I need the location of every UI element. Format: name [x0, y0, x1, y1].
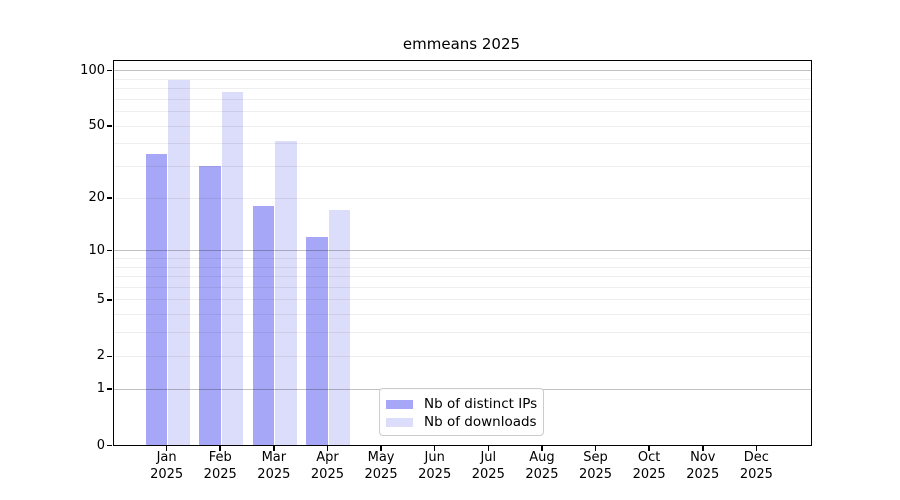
y-tick-label: 50 — [88, 118, 105, 134]
y-tick — [107, 355, 112, 357]
legend-swatch-distinct-ips — [386, 399, 413, 409]
gridline-minor — [114, 197, 811, 199]
bar-downloads — [221, 92, 244, 445]
x-tick-label: Aug 2025 — [525, 450, 559, 482]
y-tick-label: 0 — [96, 437, 105, 453]
gridline-minor — [114, 143, 811, 145]
gridline-minor — [114, 88, 811, 90]
gridline-minor — [114, 257, 811, 259]
gridline-minor — [114, 125, 811, 127]
bar-distinct-ips — [145, 153, 168, 445]
gridline-minor — [114, 266, 811, 268]
y-tick — [107, 125, 112, 127]
x-tick-label: Jul 2025 — [471, 450, 505, 482]
x-tick — [273, 445, 275, 451]
gridline-minor — [114, 111, 811, 113]
x-tick — [541, 445, 543, 451]
gridline-minor — [114, 299, 811, 301]
x-tick-label: May 2025 — [364, 450, 398, 482]
y-tick — [107, 299, 112, 301]
gridline-minor — [114, 286, 811, 288]
legend-swatch-downloads — [386, 417, 413, 427]
y-tick-label: 100 — [80, 62, 105, 78]
plot-canvas — [114, 61, 811, 445]
x-tick — [702, 445, 704, 451]
x-tick-label: Nov 2025 — [686, 450, 720, 482]
y-tick-label: 10 — [88, 242, 105, 258]
y-tick — [107, 197, 112, 199]
bar-downloads — [168, 79, 190, 445]
y-tick — [107, 69, 112, 72]
bar-distinct-ips — [252, 205, 275, 445]
legend-row-downloads: Nb of downloads — [386, 413, 537, 431]
y-tick-label: 5 — [96, 291, 105, 307]
chart-title: emmeans 2025 — [402, 35, 521, 53]
y-tick-label: 20 — [88, 190, 105, 206]
plot-area — [113, 60, 812, 446]
x-tick-label: Sep 2025 — [578, 450, 613, 482]
legend-label-distinct-ips: Nb of distinct IPs — [424, 396, 538, 412]
legend-row-distinct-ips: Nb of distinct IPs — [386, 395, 538, 413]
x-tick — [594, 445, 597, 451]
y-tick-label: 1 — [96, 381, 105, 397]
bar-distinct-ips — [306, 236, 328, 445]
y-tick — [107, 388, 112, 390]
x-tick — [380, 445, 382, 451]
x-tick — [165, 445, 168, 451]
gridline-minor — [114, 314, 811, 316]
x-tick — [433, 445, 436, 451]
x-tick — [219, 445, 221, 451]
x-tick-label: Jun 2025 — [418, 450, 452, 482]
x-tick-label: Mar 2025 — [257, 450, 291, 482]
gridline-minor — [114, 276, 811, 278]
gridline-minor — [114, 78, 811, 80]
x-tick — [648, 445, 650, 451]
gridline-minor — [114, 166, 811, 168]
y-tick — [107, 249, 112, 252]
x-tick — [487, 445, 490, 451]
gridline-minor — [114, 355, 811, 357]
x-tick-label: Oct 2025 — [632, 450, 666, 482]
legend-label-downloads: Nb of downloads — [424, 414, 537, 430]
x-tick — [755, 445, 758, 451]
gridline-minor — [114, 332, 811, 334]
legend: Nb of distinct IPs Nb of downloads — [379, 388, 544, 436]
x-tick-label: Dec 2025 — [739, 450, 773, 482]
y-tick-label: 2 — [96, 348, 105, 364]
bar-downloads — [328, 210, 351, 445]
x-tick-label: Feb 2025 — [203, 450, 237, 482]
x-tick-label: Apr 2025 — [310, 450, 344, 482]
bar-downloads — [275, 141, 297, 445]
y-tick — [107, 444, 112, 447]
gridline-minor — [114, 98, 811, 100]
gridline-major — [114, 70, 811, 72]
x-tick — [326, 445, 329, 451]
gridline-major — [114, 250, 811, 252]
bar-distinct-ips — [199, 166, 221, 445]
x-tick-label: Jan 2025 — [150, 450, 184, 482]
